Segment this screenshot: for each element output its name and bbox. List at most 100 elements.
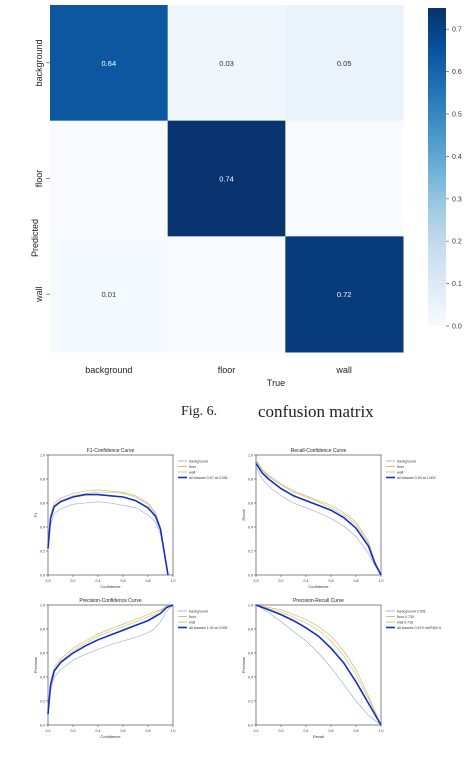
x-tick-label: 0.2 [71, 579, 76, 583]
x-tick-label: 1.0 [171, 579, 176, 583]
cm-cell-value: 0.03 [219, 59, 234, 68]
x-axis-label: Confidence [100, 734, 121, 739]
y-tick-label: 0.0 [248, 573, 253, 577]
x-tick-label: 0.0 [46, 729, 51, 733]
cm-cell [50, 236, 169, 353]
series-line [255, 604, 382, 726]
x-tick-label: 0.6 [329, 579, 334, 583]
x-tick-label: 0.8 [354, 579, 359, 583]
series-line [255, 460, 382, 576]
curve-panel: Precision-Recall Curve 0.0 0.2 0.4 0.6 0.8 1.0… [241, 598, 441, 739]
legend-label: all classes 0.67 at 0.336 [189, 476, 228, 480]
series-line [255, 604, 382, 726]
series-line [47, 604, 174, 714]
cm-colorbar-tick-label: 0.1 [452, 281, 462, 288]
legend-label: floor [189, 615, 197, 619]
y-tick-label: 0.0 [40, 723, 45, 727]
cm-colorbar-tick-label: 0.6 [452, 69, 462, 76]
plot-frame [47, 454, 174, 576]
x-tick-label: 1.0 [379, 729, 384, 733]
y-tick-label: 0.8 [40, 477, 45, 481]
confusion-matrix: 0.64 0.03 0.05 0.74 0.01 0.72 background floor w… [30, 5, 462, 388]
cm-cell-value: 0.01 [102, 290, 117, 299]
cm-cell [50, 120, 169, 237]
y-tick-label: 0.2 [248, 549, 253, 553]
y-tick-label: 0.2 [248, 699, 253, 703]
figure-caption: Fig. 6. confusion matrix [0, 398, 474, 428]
legend-label: wall 0.716 [397, 620, 413, 624]
legend-label: floor [397, 465, 405, 469]
y-tick-label: 0.8 [248, 627, 253, 631]
legend-label: background [397, 459, 416, 463]
series-line [47, 604, 174, 715]
x-tick-label: 0.0 [46, 579, 51, 583]
legend-label: wall [397, 470, 403, 474]
legend-label: all classes 0.679 mAP@0.5 [397, 626, 441, 630]
series-line [255, 604, 382, 726]
series-line [47, 604, 174, 716]
y-axis-label: Recall [241, 509, 246, 520]
x-tick-label: 0.4 [96, 579, 101, 583]
series-line [255, 459, 382, 576]
cm-cell [285, 120, 404, 237]
cm-col-label: floor [218, 365, 236, 375]
series-line [47, 489, 169, 576]
x-tick-label: 0.6 [329, 729, 334, 733]
cm-colorbar [428, 8, 446, 326]
y-axis-label: Precision [33, 657, 38, 673]
y-tick-label: 1.0 [40, 603, 45, 607]
cm-colorbar-tick-label: 0.0 [452, 324, 462, 331]
cm-colorbar-tick-label: 0.5 [452, 112, 462, 119]
x-tick-label: 0.6 [121, 579, 126, 583]
cm-cell-value: 0.05 [337, 59, 352, 68]
y-tick-label: 0.8 [248, 477, 253, 481]
series-line [255, 604, 382, 726]
cm-colorbar-tick-label: 0.2 [452, 239, 462, 246]
cm-row-label: background [34, 39, 44, 86]
cm-cell [285, 236, 404, 353]
legend-label: background [189, 609, 208, 613]
plot-title: Precision-Recall Curve [293, 598, 344, 604]
x-tick-label: 0.4 [96, 729, 101, 733]
cm-y-axis-title: Predicted [30, 219, 40, 257]
x-tick-label: 0.6 [121, 729, 126, 733]
series-line [47, 501, 169, 576]
x-tick-label: 1.0 [379, 579, 384, 583]
y-tick-label: 1.0 [248, 603, 253, 607]
curve-panel: F1-Confidence Curve 0.0 0.2 0.4 0.6 0.8 1.0 0.0… [33, 448, 228, 589]
y-tick-label: 0.8 [40, 627, 45, 631]
caption-text: confusion matrix [258, 402, 374, 421]
legend-label: background 0.591 [397, 609, 426, 613]
x-axis-label: Confidence [100, 584, 121, 589]
x-tick-label: 0.2 [279, 579, 284, 583]
cm-cell [167, 5, 286, 122]
cm-row-label: wall [34, 286, 44, 303]
cm-cell-value: 0.64 [102, 59, 117, 68]
plot-title: Recall-Confidence Curve [291, 448, 347, 454]
cm-cell [285, 5, 404, 122]
plot-frame [47, 604, 174, 726]
cm-cell-value: 0.74 [219, 175, 234, 184]
series-line [255, 462, 382, 576]
y-axis-label: Precision [241, 657, 246, 673]
x-tick-label: 1.0 [171, 729, 176, 733]
cm-col-label: background [85, 365, 132, 375]
y-tick-label: 0.2 [40, 699, 45, 703]
x-tick-label: 0.8 [146, 579, 151, 583]
cm-row-label: floor [34, 170, 44, 188]
cm-cell [167, 120, 286, 237]
legend-label: all classes 1.00 at 0.995 [189, 626, 228, 630]
legend-label: background [189, 459, 208, 463]
x-tick-label: 0.8 [146, 729, 151, 733]
cm-x-axis-title: True [267, 378, 285, 388]
x-tick-label: 0.4 [304, 579, 309, 583]
cm-cell [50, 5, 169, 122]
x-tick-label: 0.4 [304, 729, 309, 733]
legend-label: floor [189, 465, 197, 469]
plot-frame [255, 604, 382, 726]
x-tick-label: 0.0 [254, 729, 259, 733]
curve-panel: Recall-Confidence Curve 0.0 0.2 0.4 0.6 0.8 1.… [241, 448, 436, 589]
cm-colorbar-tick-label: 0.4 [452, 154, 462, 161]
